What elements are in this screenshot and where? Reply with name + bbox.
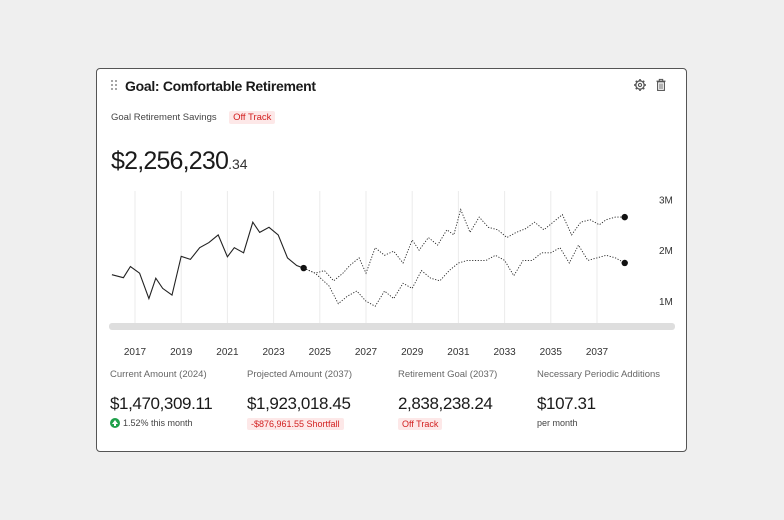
stat-change-text: 1.52% this month [123,418,193,428]
x-tick-label: 2019 [170,347,193,358]
shortfall-badge: -$876,961.55 Shortfall [247,418,344,430]
stat-current-amount: Current Amount (2024) $1,470,309.11 1.52… [110,369,260,428]
stat-frequency: per month [537,418,578,428]
goal-card: Goal: Comfortable Retirement Goal Retire… [96,68,687,452]
timeline-scrollbar[interactable] [109,323,675,330]
x-tick-label: 2021 [216,347,239,358]
y-tick-label: 3M [659,195,673,206]
stat-value: $1,470,309.11 [110,394,213,413]
arrow-up-icon [110,418,120,428]
stat-label: Current Amount (2024) [110,369,207,380]
y-tick-label: 1M [659,297,673,308]
x-tick-label: 2031 [447,347,470,358]
stat-label: Retirement Goal (2037) [398,369,498,380]
stat-projected-amount: Projected Amount (2037) $1,923,018.45 -$… [247,369,397,430]
stat-change: -$876,961.55 Shortfall [247,418,397,430]
series-endpoint-marker [621,259,628,267]
goal-tags: Goal Retirement Savings Off Track [111,107,276,124]
drag-handle-icon[interactable] [111,80,119,92]
stat-label: Necessary Periodic Additions [537,369,661,380]
card-title: Goal: Comfortable Retirement [125,78,316,94]
settings-gear-icon[interactable] [633,78,647,92]
goal-type-label: Goal Retirement Savings [111,112,217,123]
series-line-historical [111,220,304,301]
x-tick-label: 2029 [401,347,424,358]
stat-label: Projected Amount (2037) [247,369,353,380]
stat-change: Off Track [398,418,548,430]
stat-value: $107.31 [537,394,596,413]
card-header: Goal: Comfortable Retirement [109,77,674,97]
value-cents: .34 [228,156,248,172]
goal-total-value: $2,256,230.34 [111,147,248,176]
stat-change: 1.52% this month [110,418,260,428]
x-axis-labels: 2017 2019 2021 2023 2025 2027 2029 2031 2033 2035… [124,347,609,358]
y-axis-labels: 3M 2M 1M [659,195,673,308]
status-badge: Off Track [229,111,276,124]
chart-series [111,208,628,307]
delete-trash-icon[interactable] [654,78,668,92]
x-tick-label: 2037 [586,347,609,358]
x-tick-label: 2017 [124,347,147,358]
y-tick-label: 2M [659,246,673,257]
x-tick-label: 2027 [355,347,378,358]
chart-grid [134,191,598,323]
x-tick-label: 2035 [540,347,563,358]
x-tick-label: 2025 [309,347,332,358]
x-tick-label: 2023 [262,347,285,358]
stat-value: $1,923,018.45 [247,394,351,413]
value-dollars: $2,256,230 [111,147,229,175]
series-endpoint-marker [621,213,628,221]
x-tick-label: 2033 [493,347,516,358]
stat-change: per month [537,418,687,428]
stat-periodic-additions: Necessary Periodic Additions $107.31 per… [537,369,687,428]
series-line-projected-upper [303,208,625,282]
stat-value: 2,838,238.24 [398,394,493,413]
status-badge: Off Track [398,418,443,430]
series-line-projected-lower [303,244,625,307]
stat-retirement-goal: Retirement Goal (2037) 2,838,238.24 Off … [398,369,548,430]
